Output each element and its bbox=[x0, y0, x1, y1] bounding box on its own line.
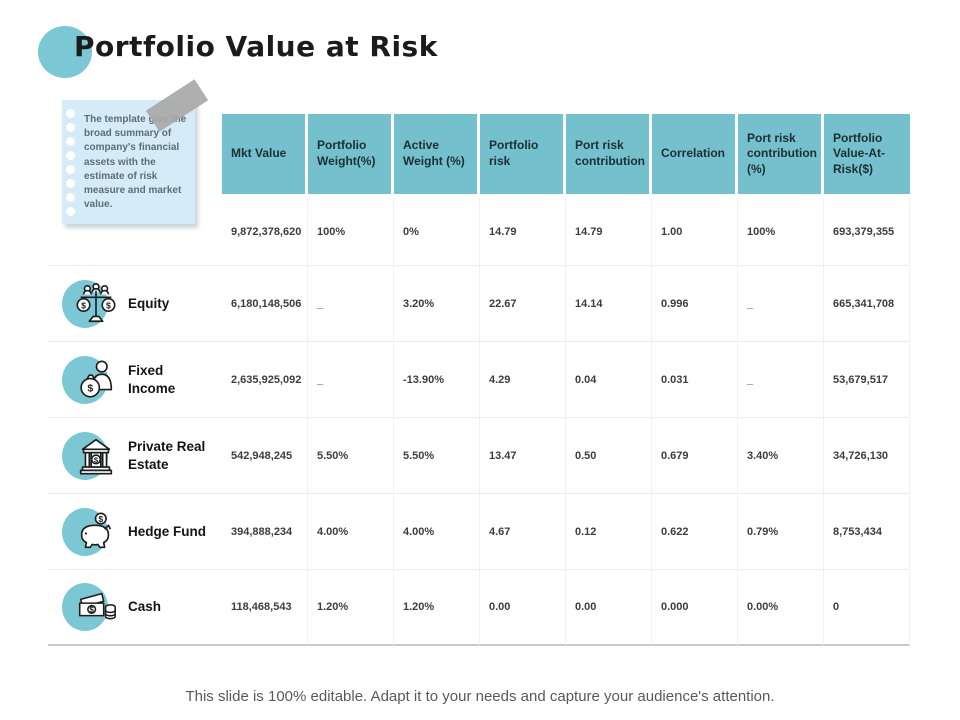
value-cell: 665,341,708 bbox=[824, 266, 910, 342]
svg-text:$: $ bbox=[87, 382, 93, 394]
row-label-cell: $ Fixed Income bbox=[48, 342, 222, 418]
value-cell: 1.20% bbox=[308, 570, 394, 646]
row-label-cell: $ Private Real Estate bbox=[48, 418, 222, 494]
value-cell: 0.000 bbox=[652, 570, 738, 646]
value-cell: 4.29 bbox=[480, 342, 566, 418]
row-label: Hedge Fund bbox=[128, 523, 206, 539]
value-cell: 0.00 bbox=[566, 570, 652, 646]
svg-text:$: $ bbox=[81, 300, 86, 310]
value-cell: 0 bbox=[824, 570, 910, 646]
svg-text:$: $ bbox=[98, 513, 103, 523]
value-cell: 5.50% bbox=[308, 418, 394, 494]
column-header: Port risk contribution bbox=[566, 114, 652, 198]
row-label-cell: $ Hedge Fund bbox=[48, 494, 222, 570]
value-cell: 14.79 bbox=[480, 198, 566, 266]
piggy-bank-icon: $ bbox=[62, 504, 120, 560]
value-cell: 4.67 bbox=[480, 494, 566, 570]
value-cell: 4.00% bbox=[308, 494, 394, 570]
row-label-cell: $ $ Equity bbox=[48, 266, 222, 342]
row-label: Private Real Estate bbox=[128, 438, 206, 472]
column-header: Portfolio Value-At-Risk($) bbox=[824, 114, 910, 198]
portfolio-table: Mkt Value Portfolio Weight(%) Active Weigh… bbox=[48, 114, 910, 646]
row-label-cell-empty bbox=[48, 198, 222, 266]
column-header: Port risk contribution (%) bbox=[738, 114, 824, 198]
note-binding-dots-icon bbox=[66, 109, 75, 216]
value-cell: 1.20% bbox=[394, 570, 480, 646]
value-cell: 0.12 bbox=[566, 494, 652, 570]
value-cell: 118,468,543 bbox=[222, 570, 308, 646]
row-label: Cash bbox=[128, 599, 162, 615]
value-cell: 3.20% bbox=[394, 266, 480, 342]
value-cell: 4.00% bbox=[394, 494, 480, 570]
value-cell: 693,379,355 bbox=[824, 198, 910, 266]
value-cell: 0% bbox=[394, 198, 480, 266]
value-cell: 22.67 bbox=[480, 266, 566, 342]
svg-text:$: $ bbox=[106, 300, 111, 310]
table-corner-cell bbox=[48, 114, 222, 198]
row-label-cell: $ Cash bbox=[48, 570, 222, 646]
svg-text:$: $ bbox=[94, 455, 99, 464]
value-cell: 0.00 bbox=[480, 570, 566, 646]
value-cell: 2,635,925,092 bbox=[222, 342, 308, 418]
value-cell: 53,679,517 bbox=[824, 342, 910, 418]
value-cell: 0.996 bbox=[652, 266, 738, 342]
value-cell: _ bbox=[308, 266, 394, 342]
value-cell: 0.04 bbox=[566, 342, 652, 418]
value-cell: 0.679 bbox=[652, 418, 738, 494]
value-cell: 9,872,378,620 bbox=[222, 198, 308, 266]
value-cell: 100% bbox=[308, 198, 394, 266]
value-cell: 6,180,148,506 bbox=[222, 266, 308, 342]
row-label: Equity bbox=[128, 295, 170, 311]
cash-notes-coins-icon: $ bbox=[62, 579, 120, 635]
value-cell: 0.622 bbox=[652, 494, 738, 570]
column-header: Active Weight (%) bbox=[394, 114, 480, 198]
column-header: Correlation bbox=[652, 114, 738, 198]
value-cell: 14.14 bbox=[566, 266, 652, 342]
value-cell: 13.47 bbox=[480, 418, 566, 494]
value-cell: 5.50% bbox=[394, 418, 480, 494]
value-cell: 14.79 bbox=[566, 198, 652, 266]
column-header: Portfolio risk bbox=[480, 114, 566, 198]
value-cell: 3.40% bbox=[738, 418, 824, 494]
value-cell: 1.00 bbox=[652, 198, 738, 266]
value-cell: 8,753,434 bbox=[824, 494, 910, 570]
value-cell: 0.79% bbox=[738, 494, 824, 570]
column-header: Portfolio Weight(%) bbox=[308, 114, 394, 198]
page-title: Portfolio Value at Risk bbox=[74, 30, 438, 63]
note-text: The template give the broad summary of c… bbox=[84, 114, 187, 211]
value-cell: 394,888,234 bbox=[222, 494, 308, 570]
svg-text:$: $ bbox=[89, 606, 94, 615]
value-cell: 100% bbox=[738, 198, 824, 266]
value-cell: _ bbox=[738, 266, 824, 342]
value-cell: 34,726,130 bbox=[824, 418, 910, 494]
value-cell: _ bbox=[738, 342, 824, 418]
value-cell: _ bbox=[308, 342, 394, 418]
value-cell: 0.50 bbox=[566, 418, 652, 494]
value-cell: 542,948,245 bbox=[222, 418, 308, 494]
person-money-bag-icon: $ bbox=[62, 352, 120, 408]
value-cell: 0.031 bbox=[652, 342, 738, 418]
value-cell: 0.00% bbox=[738, 570, 824, 646]
value-cell: -13.90% bbox=[394, 342, 480, 418]
column-header: Mkt Value bbox=[222, 114, 308, 198]
balance-scale-icon: $ $ bbox=[62, 276, 120, 332]
footer-text: This slide is 100% editable. Adapt it to… bbox=[185, 688, 775, 705]
title-accent-circle bbox=[38, 26, 92, 78]
row-label: Fixed Income bbox=[128, 362, 176, 396]
bank-building-icon: $ bbox=[62, 428, 120, 484]
